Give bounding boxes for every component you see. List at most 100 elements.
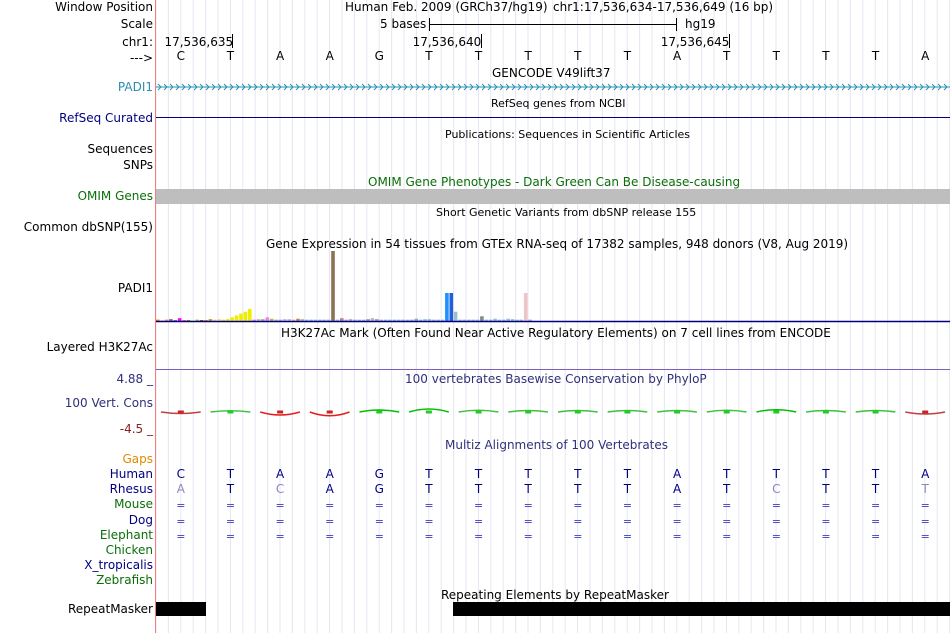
- refseq-track-label[interactable]: RefSeq Curated: [59, 111, 153, 125]
- chevron-right-icon: [463, 83, 468, 91]
- gtex-bar: [318, 319, 322, 321]
- gtex-bar-chart[interactable]: [156, 251, 950, 323]
- gtex-bar: [453, 311, 458, 321]
- cons-track-label[interactable]: 100 Vert. Cons: [64, 396, 153, 410]
- refseq-gene-line[interactable]: [156, 117, 950, 118]
- gtex-bar: [274, 319, 278, 321]
- chevron-right-icon: [625, 83, 630, 91]
- publications-track-label[interactable]: Sequences: [87, 142, 153, 156]
- alignment-match-mark: =: [622, 514, 633, 528]
- omim-track-label[interactable]: OMIM Genes: [77, 189, 153, 203]
- rhesus-base: G: [374, 482, 384, 497]
- chevron-right-icon: [391, 83, 396, 91]
- gtex-bar: [252, 319, 256, 321]
- conservation-plot[interactable]: [156, 392, 950, 432]
- chevron-right-icon: [559, 83, 564, 91]
- gencode-track-label[interactable]: PADI1: [117, 80, 153, 94]
- chevron-right-icon: [937, 83, 942, 91]
- chevron-right-icon: [775, 83, 780, 91]
- gtex-bar: [484, 319, 489, 321]
- species-label[interactable]: Chicken: [105, 543, 153, 557]
- refseq-track-title: RefSeq genes from NCBI: [491, 97, 626, 110]
- chevron-right-icon: [451, 83, 456, 91]
- chevron-right-icon: [541, 83, 546, 91]
- gtex-bar: [361, 319, 366, 321]
- conservation-mark: [408, 408, 450, 413]
- scale-text: 5 bases: [380, 17, 427, 31]
- omim-feature-bar[interactable]: [156, 189, 950, 204]
- ruler-tick-label: 17,536,635: [164, 35, 234, 49]
- position-text: chr1:17,536,634-17,536,649 (16 bp): [553, 0, 774, 14]
- conservation-base-mark: [326, 410, 333, 414]
- repeat-element-2[interactable]: [453, 602, 950, 616]
- conservation-base-mark: [475, 410, 482, 414]
- gtex-bar: [243, 311, 248, 321]
- chevron-right-icon: [253, 83, 258, 91]
- chevron-right-icon: [895, 83, 900, 91]
- gtex-bar: [427, 319, 432, 321]
- gtex-bar: [256, 319, 261, 321]
- multiz-gaps-label[interactable]: Gaps: [122, 452, 153, 466]
- species-label[interactable]: X_tropicalis: [84, 558, 153, 573]
- gtex-bar: [388, 319, 392, 321]
- chevron-right-icon: [469, 83, 474, 91]
- repeat-element-1[interactable]: [156, 602, 206, 616]
- gtex-bar: [204, 320, 208, 321]
- chevron-right-icon: [223, 83, 228, 91]
- h3k27ac-track-label[interactable]: Layered H3K27Ac: [46, 340, 153, 354]
- chevron-right-icon: [193, 83, 198, 91]
- human-base: T: [623, 467, 632, 481]
- rhesus-base: T: [524, 482, 532, 497]
- conservation-mark: [905, 411, 946, 415]
- species-label[interactable]: Dog: [128, 512, 153, 527]
- species-label[interactable]: Rhesus: [109, 482, 153, 497]
- gencode-gene-line[interactable]: [156, 82, 950, 92]
- chevron-right-icon: [619, 83, 624, 91]
- gtex-bar: [322, 319, 326, 321]
- chevron-right-icon: [829, 83, 834, 91]
- species-label[interactable]: Zebrafish: [96, 573, 153, 588]
- repeatmasker-track-label[interactable]: RepeatMasker: [67, 602, 153, 616]
- alignment-match-mark: =: [176, 499, 186, 513]
- chevron-right-icon: [337, 83, 342, 91]
- chevron-right-icon: [403, 83, 408, 91]
- gtex-bar: [304, 319, 309, 321]
- data-panel[interactable]: [155, 0, 950, 633]
- chevron-right-icon: [211, 83, 216, 91]
- cons-track-title: 100 vertebrates Basewise Conservation by…: [405, 372, 707, 386]
- chevron-right-icon: [553, 83, 558, 91]
- chevron-right-icon: [643, 83, 648, 91]
- chevron-right-icon: [235, 83, 240, 91]
- rhesus-base: A: [176, 482, 185, 497]
- alignment-match-mark: =: [424, 499, 434, 513]
- species-label[interactable]: Elephant: [99, 527, 153, 542]
- chevron-right-icon: [565, 83, 570, 91]
- alignment-match-mark: =: [821, 514, 831, 528]
- chevron-right-icon: [325, 83, 330, 91]
- conservation-base-mark: [872, 410, 879, 414]
- species-label[interactable]: Mouse: [114, 497, 153, 512]
- snps-pub-track-label[interactable]: SNPs: [123, 158, 153, 172]
- dbsnp-track-label[interactable]: Common dbSNP(155): [23, 220, 153, 234]
- chevron-right-icon: [781, 83, 786, 91]
- chevron-right-icon: [577, 83, 582, 91]
- species-label[interactable]: Human: [109, 467, 153, 481]
- gtex-bar: [523, 293, 528, 321]
- gtex-track-label[interactable]: PADI1: [117, 281, 153, 295]
- alignment-match-mark: =: [821, 499, 831, 513]
- rhesus-base: C: [275, 482, 285, 497]
- conservation-base-mark: [177, 410, 184, 414]
- reference-base: T: [723, 49, 731, 63]
- chevron-right-icon: [793, 83, 798, 91]
- reference-base: A: [325, 49, 334, 63]
- chevron-right-icon: [439, 83, 444, 91]
- human-base: A: [672, 467, 682, 481]
- chevron-right-icon: [583, 83, 588, 91]
- gtex-bar: [230, 317, 235, 321]
- gtex-bar: [528, 319, 532, 321]
- scale-label: Scale: [120, 17, 153, 31]
- chevron-right-icon: [259, 83, 264, 91]
- human-base: T: [772, 467, 780, 481]
- gtex-bar: [480, 316, 484, 321]
- rhesus-base: C: [772, 482, 781, 497]
